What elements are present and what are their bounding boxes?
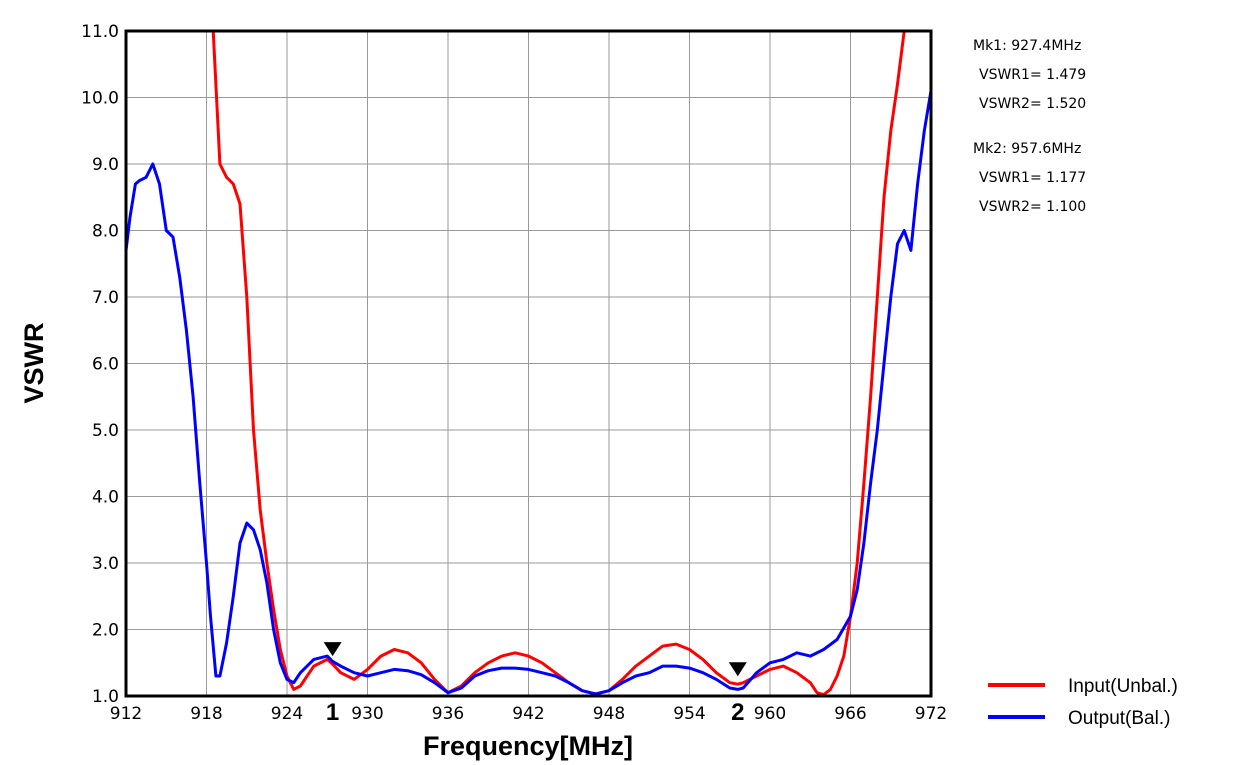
y-tick-label: 1.0 (92, 687, 119, 707)
x-tick-label: 960 (754, 704, 786, 724)
y-tick-label: 10.0 (81, 89, 119, 109)
series-line-1 (124, 90, 933, 696)
mk1-vswr1: VSWR1= 1.479 (979, 67, 1086, 83)
grid (125, 30, 932, 697)
series-layer (124, 29, 933, 697)
x-tick-label: 930 (351, 704, 383, 724)
y-tick-label: 5.0 (92, 421, 119, 441)
y-tick-label: 7.0 (92, 288, 119, 308)
plot-frame (124, 29, 933, 698)
x-tick-label: 948 (593, 704, 625, 724)
x-tick-label: 942 (512, 704, 544, 724)
legend-label-input: Input(Unbal.) (1068, 676, 1178, 697)
x-tick-label: 972 (915, 704, 947, 724)
marker-label-2: 2 (731, 699, 744, 726)
x-axis-title: Frequency[MHz] (423, 731, 633, 761)
x-tick-label: 936 (432, 704, 464, 724)
marker-readout: Mk1: 927.4MHz VSWR1= 1.479 VSWR2= 1.520 … (973, 38, 1086, 215)
legend-label-output: Output(Bal.) (1068, 708, 1170, 729)
x-tick-label: 954 (673, 704, 705, 724)
y-tick-label: 11.0 (81, 22, 119, 42)
legend: Input(Unbal.) Output(Bal.) (988, 676, 1178, 729)
mk1-frequency: Mk1: 927.4MHz (973, 38, 1081, 54)
y-tick-label: 3.0 (92, 554, 119, 574)
marker-label-1: 1 (326, 699, 339, 726)
mk2-vswr1: VSWR1= 1.177 (979, 170, 1086, 186)
y-tick-labels: 1.0 2.0 3.0 4.0 5.0 6.0 7.0 8.0 9.0 10.0 11.0 (81, 22, 119, 707)
marker-triangle-2 (728, 662, 747, 677)
marker-triangle-1 (323, 642, 342, 657)
x-tick-label: 966 (834, 704, 866, 724)
mk2-frequency: Mk2: 957.6MHz (973, 141, 1081, 157)
x-tick-label: 918 (190, 704, 222, 724)
x-tick-label: 912 (110, 704, 142, 724)
x-tick-labels: 912 918 924 930 936 942 948 954 960 966 972 (110, 704, 947, 724)
y-tick-label: 6.0 (92, 355, 119, 375)
y-tick-label: 4.0 (92, 488, 119, 508)
mk1-vswr2: VSWR2= 1.520 (979, 96, 1086, 112)
y-axis-title: VSWR (19, 323, 49, 404)
y-tick-label: 9.0 (92, 155, 119, 175)
x-tick-label: 924 (271, 704, 303, 724)
y-tick-label: 2.0 (92, 621, 119, 641)
mk2-vswr2: VSWR2= 1.100 (979, 199, 1086, 215)
y-tick-label: 8.0 (92, 222, 119, 242)
